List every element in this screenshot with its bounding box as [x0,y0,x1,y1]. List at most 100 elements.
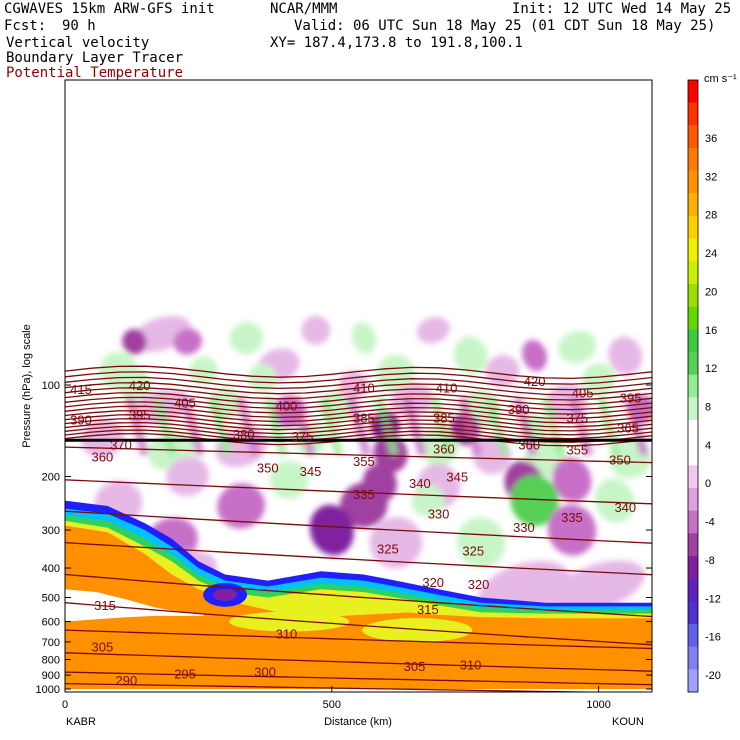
velocity-blob [510,475,559,527]
colorbar-swatch [688,148,698,172]
plot-area: 415 420 410 410 420 390 395 405 400 385 385 390 405 3… [65,80,652,692]
field-vertical-velocity: Vertical velocity [6,35,150,51]
theta-label: 300 [254,664,276,679]
theta-label: 405 [572,386,594,401]
velocity-blob [522,339,548,372]
theta-label: 415 [70,382,92,397]
colorbar-label: -8 [705,555,715,567]
colorbar-swatch [688,216,698,240]
colorbar-swatch [688,284,698,308]
y-tick-label: 700 [42,637,60,649]
colorbar-swatch [688,125,698,149]
theta-label: 375 [292,429,314,444]
velocity-blob [558,330,597,364]
tracer-yellow-cell [229,611,350,632]
x-tick-label: 500 [323,699,341,711]
theta-label: 290 [116,673,138,688]
theta-label: 355 [353,454,375,469]
colorbar-label: 28 [705,210,717,222]
theta-label: 335 [561,510,583,525]
theta-label: 420 [524,374,546,389]
velocity-blob [122,328,147,355]
theta-label: 360 [92,450,114,465]
x-axis-title: Distance (km) [324,716,392,728]
theta-contour [65,396,652,411]
theta-contour [65,652,652,672]
velocity-blob [229,321,264,354]
theta-label: 375 [566,411,588,426]
colorbar-swatch [688,488,698,512]
theta-label: 355 [566,443,588,458]
colorbar-swatch [688,352,698,376]
theta-label: 410 [436,381,458,396]
velocity-blob [309,504,354,556]
colorbar-swatch [688,80,698,104]
theta-contour [65,401,652,415]
colorbar-label: 8 [705,402,711,414]
fcst-label: Fcst: [4,18,47,34]
colorbar-swatch [688,193,698,217]
velocity-blob [552,457,592,502]
theta-contour [65,414,652,428]
theta-contour [65,371,652,385]
y-axis-title: Pressure (hPa), log scale [21,324,33,448]
theta-contour [65,365,652,380]
y-tick-label: 500 [42,592,60,604]
theta-label: 390 [508,402,530,417]
theta-label: 350 [609,453,631,468]
colorbar-swatch [688,465,698,489]
model-title: CGWAVES 15km ARW-GFS init [4,1,215,17]
theta-label: 370 [110,438,132,453]
theta-contour [65,418,652,432]
velocity-blob [453,336,488,375]
velocity-blob [248,363,277,393]
theta-label: 395 [129,407,151,422]
theta-contour [65,429,652,443]
theta-label: 305 [92,640,114,655]
valid-time: Valid: 06 UTC Sun 18 May 25 (01 CDT Sun … [294,18,716,34]
theta-label: 325 [462,543,484,558]
colorbar-swatch [688,601,698,625]
init-time: Init: 12 UTC Wed 14 May 25 [512,1,732,17]
theta-label: 385 [433,411,455,426]
theta-contour [65,479,652,505]
velocity-streak [374,396,400,457]
theta-label: 400 [276,399,298,414]
colorbar-label: 20 [705,286,717,298]
cross-section-coordinates: XY= 187.4,173.8 to 191.8,100.1 [270,35,523,51]
tracer-gap [65,589,204,622]
theta-label: 360 [518,438,540,453]
theta-contour [65,446,652,464]
left-station-label: KABR [66,716,96,728]
colorbar-swatch [688,646,698,670]
colorbar-swatch [688,238,698,262]
right-station-label: KOUN [612,716,644,728]
colorbar-label: 16 [705,325,717,337]
colorbar-label: -16 [705,632,721,644]
colorbar-label: 0 [705,478,711,490]
theta-contour [65,376,652,391]
y-tick-label: 800 [42,655,60,667]
colorbar-swatch [688,102,698,126]
colorbar-swatch [688,420,698,444]
fcst-value: 90 h [62,18,96,34]
velocity-blob [301,315,331,345]
colorbar: 36 32 28 24 20 16 12 8 4 0 -4 -8 -12 -16 -20 [687,79,721,693]
colorbar-label: 24 [705,248,717,260]
theta-contour [65,425,652,440]
y-tick-label: 100 [42,380,60,392]
y-tick-label: 1000 [36,684,60,696]
theta-contour [65,382,652,396]
velocity-blob [608,336,643,375]
theta-label: 325 [377,541,399,556]
theta-label: 340 [614,500,636,515]
velocity-blob [411,484,445,517]
colorbar-label: -4 [705,517,715,529]
velocity-blob [351,322,377,354]
velocity-blob [217,483,265,529]
colorbar-label: 4 [705,440,711,452]
colorbar-swatch [688,556,698,580]
theta-label: 395 [620,391,642,406]
